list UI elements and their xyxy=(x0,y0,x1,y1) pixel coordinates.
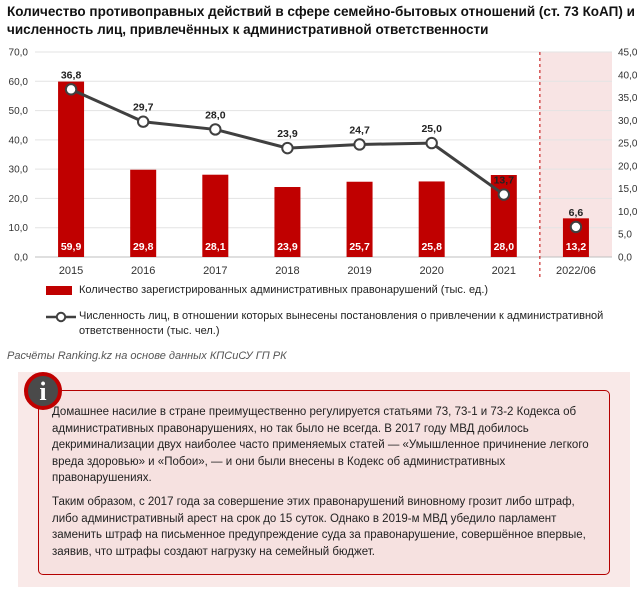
line-point xyxy=(64,83,78,96)
line-value-label: 23,9 xyxy=(277,128,298,140)
legend-bar-label: Количество зарегистрированных администра… xyxy=(79,284,489,296)
y-left-tick-label: 50,0 xyxy=(9,106,29,117)
bar-value-label: 59,9 xyxy=(61,241,82,253)
x-axis: 2015 2016 2017 2018 2019 2020 2021 2022/06 xyxy=(59,265,596,277)
chart-title: Количество противоправных действий в сфе… xyxy=(7,4,635,37)
line-point xyxy=(569,220,583,234)
x-tick-label: 2019 xyxy=(347,265,371,277)
line-point xyxy=(425,136,438,150)
x-tick-label: 2015 xyxy=(59,265,83,277)
bar xyxy=(130,169,157,257)
bar-series xyxy=(58,81,589,257)
line-point xyxy=(209,123,222,136)
line-value-label: 13,7 xyxy=(494,175,515,187)
bar-value-label: 23,9 xyxy=(277,241,298,253)
info-badge-glyph: i xyxy=(39,376,47,406)
y-axis-right: 0,0 5,0 10,0 15,0 20,0 25,0 30,0 35,0 40,0 45,0 xyxy=(618,48,638,264)
legend-line-label: Численность лиц, в отношении которых вын… xyxy=(79,310,604,337)
info-icon: i xyxy=(24,372,62,410)
chart-grid xyxy=(35,51,612,258)
y-right-tick-label: 20,0 xyxy=(618,161,638,172)
legend-line-swatch xyxy=(46,311,76,323)
x-tick-label: 2020 xyxy=(419,265,443,277)
line-value-label: 25,0 xyxy=(421,123,442,135)
y-left-tick-label: 10,0 xyxy=(9,223,29,234)
info-box xyxy=(38,390,610,575)
bar xyxy=(58,81,85,257)
y-right-tick-label: 10,0 xyxy=(618,207,638,218)
y-right-tick-label: 45,0 xyxy=(618,48,638,59)
y-right-tick-label: 15,0 xyxy=(618,184,638,195)
bar xyxy=(418,181,445,257)
x-tick-label: 2016 xyxy=(131,265,155,277)
line-point xyxy=(353,138,366,151)
bar-value-label: 28,1 xyxy=(205,241,226,253)
y-left-tick-label: 60,0 xyxy=(9,77,29,88)
line-value-labels: 36,8 29,7 28,0 23,9 24,7 25,0 13,7 6,6 xyxy=(61,69,584,219)
line-value-label: 6,6 xyxy=(569,207,584,219)
source-note: Расчёты Ranking.kz на основе данных КПСи… xyxy=(7,350,287,362)
bar xyxy=(274,187,301,257)
x-tick-label: 2022/06 xyxy=(556,265,596,277)
x-tick-label: 2018 xyxy=(275,265,299,277)
y-right-tick-label: 25,0 xyxy=(618,139,638,150)
bar-value-label: 28,0 xyxy=(494,241,515,253)
bar xyxy=(346,181,373,257)
line-point xyxy=(281,141,294,155)
line-value-label: 29,7 xyxy=(133,102,154,114)
line-value-label: 36,8 xyxy=(61,69,82,81)
y-left-tick-label: 30,0 xyxy=(9,165,29,176)
bar-value-labels: 59,9 29,8 28,1 23,9 25,7 25,8 28,0 13,2 xyxy=(61,241,586,253)
y-right-tick-label: 0,0 xyxy=(618,253,632,264)
line-value-label: 24,7 xyxy=(349,124,370,136)
y-axis-left: 0,0 10,0 20,0 30,0 40,0 50,0 60,0 70,0 xyxy=(9,48,29,264)
x-tick-label: 2017 xyxy=(203,265,227,277)
line-series xyxy=(64,83,583,234)
bar-value-label: 13,2 xyxy=(566,241,587,253)
y-left-tick-label: 40,0 xyxy=(9,135,29,146)
legend-bar-swatch xyxy=(46,286,72,295)
info-paragraph-2: Таким образом, с 2017 года за совершение… xyxy=(52,496,586,558)
bar xyxy=(202,174,229,257)
bar-value-label: 25,8 xyxy=(421,241,442,253)
y-right-tick-label: 5,0 xyxy=(618,230,632,241)
x-tick-label: 2021 xyxy=(492,265,516,277)
y-right-tick-label: 40,0 xyxy=(618,70,638,81)
line-value-label: 28,0 xyxy=(205,109,226,121)
bar-value-label: 25,7 xyxy=(349,241,370,253)
line-point xyxy=(136,115,150,128)
y-left-tick-label: 70,0 xyxy=(9,48,29,59)
y-left-tick-label: 20,0 xyxy=(9,194,29,205)
y-left-tick-label: 0,0 xyxy=(14,253,28,264)
line-point xyxy=(497,188,511,201)
combo-chart: 0,0 10,0 20,0 30,0 40,0 50,0 60,0 70,0 0,0 5,0 10… xyxy=(9,48,638,277)
bar-value-label: 29,8 xyxy=(133,241,154,253)
y-right-tick-label: 30,0 xyxy=(618,116,638,127)
y-right-tick-label: 35,0 xyxy=(618,93,638,104)
info-paragraph-1: Домашнее насилие в стране преимущественн… xyxy=(52,406,589,485)
